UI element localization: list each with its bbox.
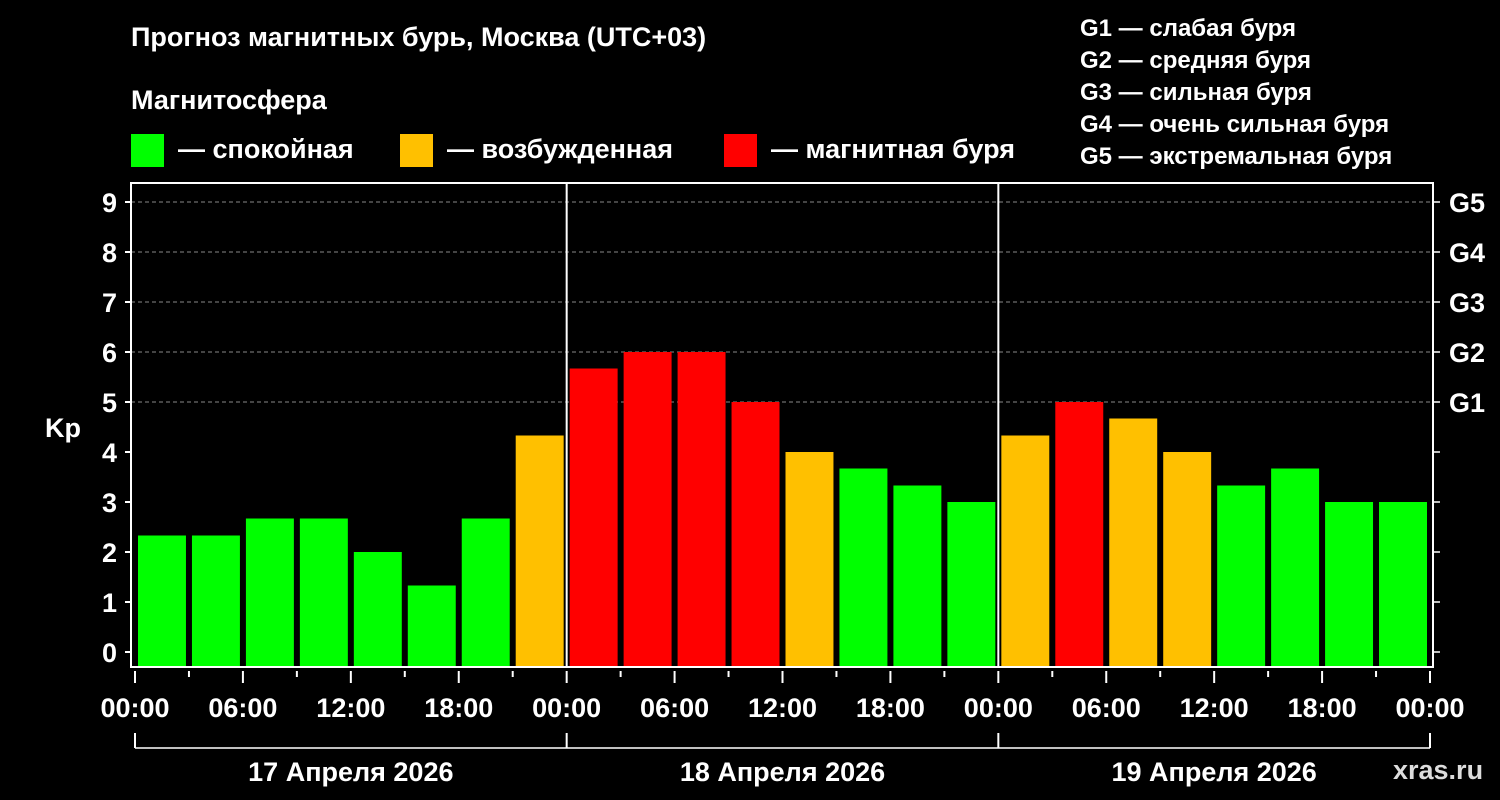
x-tick-label: 12:00: [748, 693, 817, 723]
legend-label-calm: — спокойная: [178, 134, 354, 164]
x-tick-label: 00:00: [532, 693, 601, 723]
kp-bar: [785, 452, 834, 667]
legend-swatch-storm: [724, 134, 757, 167]
magnetosphere-legend-title: Магнитосфера: [131, 85, 327, 115]
kp-bar: [893, 485, 942, 667]
kp-bar: [191, 535, 240, 667]
kp-bar: [461, 518, 510, 667]
g-level-label: G5: [1449, 188, 1485, 218]
kp-bar: [677, 352, 726, 667]
y-tick-label: 5: [102, 388, 117, 418]
kp-bar: [515, 435, 564, 667]
plot-frame: [130, 182, 1434, 668]
x-tick-label: 18:00: [856, 693, 925, 723]
kp-bar: [1217, 485, 1266, 667]
day-label: 19 Апреля 2026: [1112, 757, 1317, 787]
x-tick-label: 06:00: [640, 693, 709, 723]
g-scale-g2: G2 — средняя буря: [1080, 47, 1311, 74]
chart-title: Прогноз магнитных бурь, Москва (UTC+03): [131, 22, 707, 52]
x-tick-label: 06:00: [208, 693, 277, 723]
kp-bar: [569, 368, 618, 667]
kp-bar: [1109, 418, 1158, 667]
kp-bar: [623, 352, 672, 667]
legend-swatch-excited: [400, 134, 433, 167]
y-axis-label: Kp: [45, 413, 81, 443]
kp-bar: [1055, 402, 1104, 667]
x-tick-label: 00:00: [964, 693, 1033, 723]
x-tick-label: 12:00: [316, 693, 385, 723]
y-tick-label: 9: [102, 188, 117, 218]
day-label: 17 Апреля 2026: [248, 757, 453, 787]
y-tick-label: 7: [102, 288, 117, 318]
day-label: 18 Апреля 2026: [680, 757, 885, 787]
g-level-label: G4: [1449, 238, 1485, 268]
y-tick-label: 1: [102, 588, 117, 618]
g-scale-g1: G1 — слабая буря: [1080, 15, 1297, 42]
legend-swatch-calm: [131, 134, 164, 167]
g-scale-g3: G3 — сильная буря: [1080, 79, 1312, 106]
kp-bar: [839, 468, 888, 667]
y-tick-label: 4: [102, 438, 117, 468]
kp-bar: [138, 535, 186, 667]
y-tick-label: 8: [102, 238, 117, 268]
g-scale-g5: G5 — экстремальная буря: [1080, 143, 1393, 170]
watermark: xras.ru: [1393, 755, 1484, 785]
y-tick-label: 6: [102, 338, 117, 368]
x-tick-label: 18:00: [424, 693, 493, 723]
x-tick-label: 18:00: [1288, 693, 1357, 723]
kp-bar: [731, 402, 780, 667]
x-tick-label: 00:00: [100, 693, 169, 723]
g-scale-g4: G4 — очень сильная буря: [1080, 111, 1390, 138]
x-tick-label: 00:00: [1395, 693, 1464, 723]
kp-bar: [947, 502, 996, 667]
kp-bar: [1271, 468, 1320, 667]
kp-bar: [353, 552, 402, 667]
x-tick-label: 06:00: [1072, 693, 1141, 723]
g-level-label: G3: [1449, 288, 1485, 318]
kp-bar: [245, 518, 294, 667]
y-tick-label: 3: [102, 488, 117, 518]
legend-label-storm: — магнитная буря: [771, 134, 1015, 164]
legend-label-excited: — возбужденная: [447, 134, 673, 164]
kp-bar: [1379, 502, 1427, 667]
g-level-label: G2: [1449, 338, 1485, 368]
kp-bar: [1163, 452, 1212, 667]
x-tick-label: 12:00: [1180, 693, 1249, 723]
y-tick-label: 2: [102, 538, 117, 568]
kp-bar: [1001, 435, 1050, 667]
kp-bar: [299, 518, 348, 667]
kp-bar: [407, 585, 456, 667]
kp-bar: [1325, 502, 1374, 667]
y-tick-label: 0: [102, 638, 117, 668]
g-level-label: G1: [1449, 388, 1485, 418]
